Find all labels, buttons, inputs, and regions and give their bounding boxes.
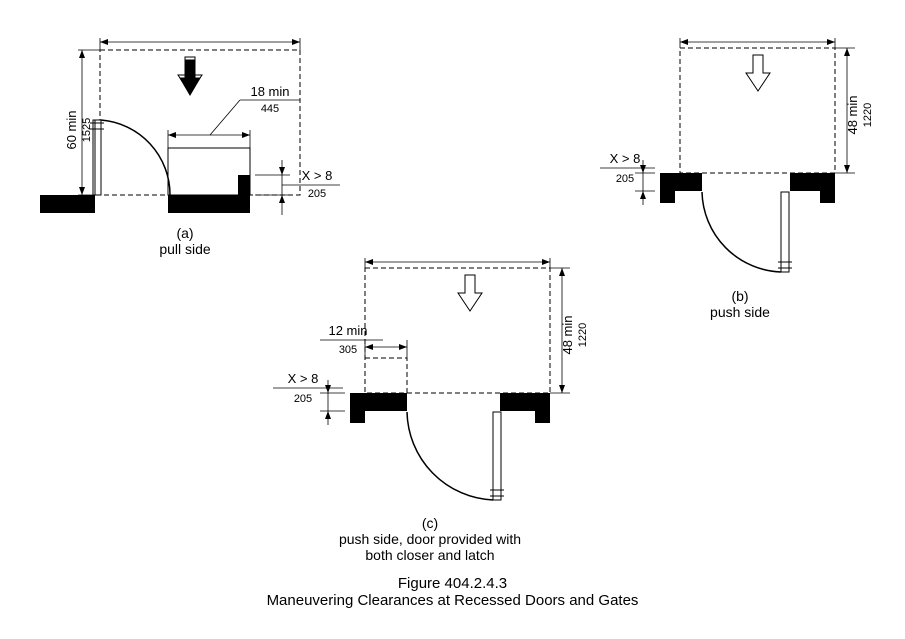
dim-c-recess-label: X > 8 [288,371,319,386]
dim-c-recess-mm: 205 [294,393,312,405]
diagram-a-pull-side: 60 min 1525 18 min 445 X > 8 205 [20,20,350,260]
figure-title-block: Figure 404.2.4.3 Maneuvering Clearances … [20,575,885,609]
diagram-c-letter: (c) [422,515,438,531]
diagram-b-label: push side [710,304,770,320]
diagram-c-label-line1: push side, door provided with [339,531,521,547]
figure-number: Figure 404.2.4.3 [398,575,507,592]
dim-a-side-mm: 445 [261,103,279,115]
dim-c-side-label: 12 min [328,323,367,338]
diagram-a-label: pull side [159,241,210,257]
dim-b-depth-mm: 1220 [862,103,874,127]
dim-a-recess-label: X > 8 [302,168,333,183]
diagram-b-caption: (b) push side [595,288,885,320]
dim-c-side-mm: 305 [339,344,357,356]
dim-b-recess-label: X > 8 [610,151,641,166]
dim-a-depth-mm: 1525 [81,118,93,142]
dim-a-side-label: 18 min [250,84,289,99]
diagram-c-caption: (c) push side, door provided with both c… [255,515,605,563]
dim-c-depth-mm: 1220 [577,323,589,347]
dim-b-depth-label: 48 min [845,95,860,134]
diagram-c-label-line2: both closer and latch [365,547,494,563]
dim-a-recess-mm: 205 [308,188,326,200]
diagram-a-letter: (a) [176,225,193,241]
figure-title: Maneuvering Clearances at Recessed Doors… [267,592,639,609]
diagram-b-letter: (b) [731,288,748,304]
dim-c-depth-label: 48 min [560,315,575,354]
diagram-canvas: 60 min 1525 18 min 445 X > 8 205 (a) pul… [20,20,885,619]
diagram-c-push-side-closer-latch: 48 min 1220 12 min 305 X > 8 205 [255,240,605,540]
diagram-b-push-side: 48 min 1220 X > 8 205 [595,20,885,310]
dim-a-depth-label: 60 min [64,110,79,149]
dim-b-recess-mm: 205 [616,173,634,185]
